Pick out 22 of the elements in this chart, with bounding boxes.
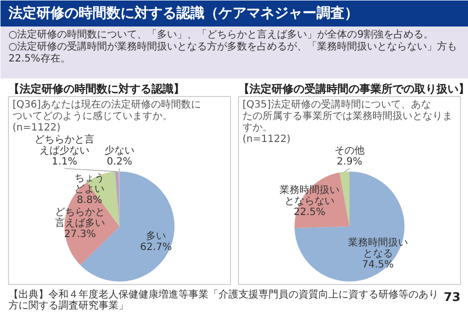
data-label: 1.1%: [52, 156, 78, 168]
slice-label: 多い: [146, 230, 166, 242]
data-label: 2.9%: [336, 156, 362, 168]
chart-subtitle: [Q36]あなたは現在の法定研修の時間数についてどのように感じていますか。: [12, 98, 201, 122]
text: ○法定研修の時間数について、「多い」、「どちらかと言えば多い」が全体の9割強を占める。: [8, 28, 434, 40]
chart-subtitle: [Q35]法定研修の受講時間について、あなたの所属する事業所では業務時間扱いとなりますか。: [242, 98, 452, 134]
chart-title: 【法定研修の時間数に対する認識】: [8, 82, 184, 96]
text: 【出典】令和４年度老人保健健康増進等事業「介護支援専門員の資質向上に資する研修等のあり方に関する調査研究事業」: [8, 288, 438, 312]
text: 73: [444, 290, 461, 304]
slice-label: 少ない: [104, 144, 134, 156]
slice-label: その他: [334, 144, 364, 156]
data-label: 0.2%: [106, 156, 132, 168]
chart-title: 【法定研修の受講時間の事業所での取り扱い】: [238, 82, 468, 96]
slice-label: 業務時間扱いとなる: [348, 236, 408, 260]
data-label: 8.8%: [76, 194, 102, 206]
slice-label: 業務時間扱いとならない: [280, 184, 340, 208]
text: ○法定研修の受講時間が業務時間扱いとなる方が多数を占めるが、「業務時間扱いとならない」方も22.5%存在。: [8, 40, 458, 64]
text: (n=1122): [12, 122, 61, 134]
data-label: 27.3%: [64, 228, 96, 240]
text: 法定研修の時間数に対する認識（ケアマネジャー調査）: [8, 4, 358, 22]
slice-label: どちらかと言えば少ない: [34, 134, 94, 156]
text: (n=1122): [242, 134, 291, 145]
